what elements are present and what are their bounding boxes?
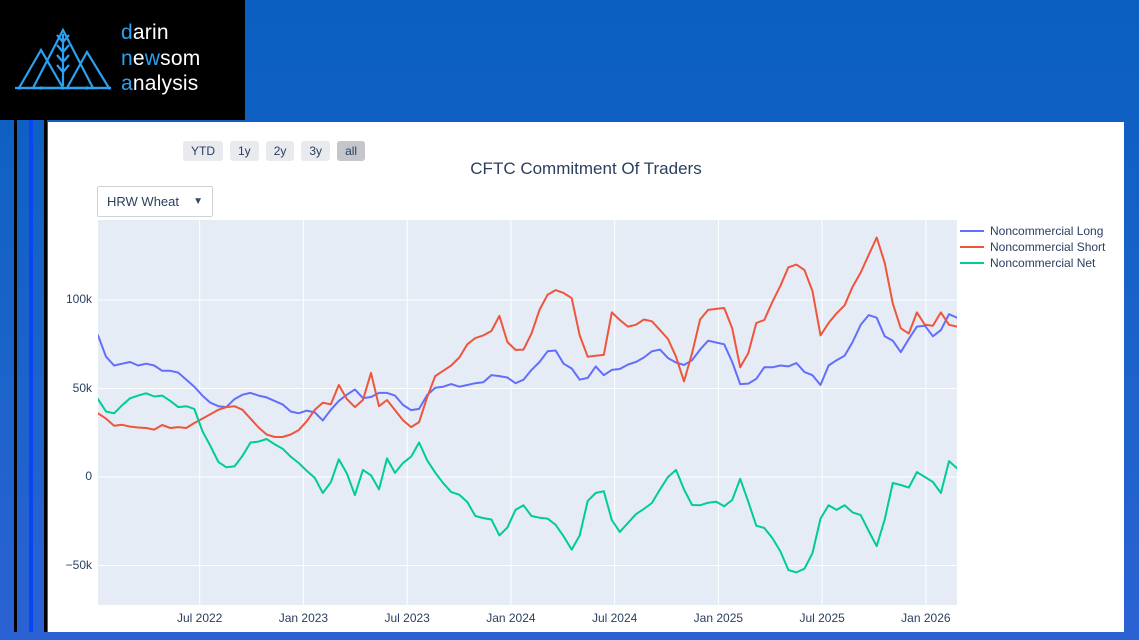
- legend-label: Noncommercial Long: [990, 224, 1104, 238]
- commodity-dropdown-value: HRW Wheat: [107, 194, 179, 209]
- brand-line-darin: darin: [121, 21, 169, 44]
- mountains-wheat-logo-icon: [15, 27, 111, 90]
- legend-label: Noncommercial Short: [990, 240, 1106, 254]
- range-button-2y[interactable]: 2y: [265, 141, 295, 161]
- x-axis-tick-label: Jan 2024: [486, 611, 536, 625]
- x-axis-tick-label: Jul 2022: [176, 611, 223, 625]
- chart-title: CFTC Commitment Of Traders: [470, 159, 702, 178]
- chart-canvas[interactable]: [98, 220, 957, 605]
- legend-line-swatch: [960, 230, 984, 232]
- x-axis-tick-label: Jul 2023: [384, 611, 430, 625]
- range-button-ytd[interactable]: YTD: [183, 141, 223, 161]
- x-axis-tick-label: Jul 2025: [799, 611, 845, 625]
- x-axis-tick-label: Jul 2024: [591, 611, 638, 625]
- brand-line-analysis: analysis: [121, 72, 199, 95]
- brand-line-newsom: newsom: [121, 46, 201, 70]
- brand-wordmark: darin newsom analysis: [121, 20, 200, 97]
- legend-line-swatch: [960, 246, 984, 248]
- legend-line-swatch: [960, 262, 984, 264]
- chart-card: YTD 1y 2y 3y all CFTC Commitment Of Trad…: [48, 122, 1124, 632]
- y-axis-tick-label: 0: [85, 469, 92, 484]
- x-axis-tick-label: Jan 2025: [693, 611, 744, 625]
- series-line-noncommercial-short[interactable]: [98, 236, 957, 438]
- series-line-noncommercial-net[interactable]: [98, 392, 957, 574]
- legend-item-noncommercial-long[interactable]: Noncommercial Long: [960, 223, 1105, 239]
- range-button-all[interactable]: all: [337, 141, 366, 161]
- chevron-down-icon: ▼: [193, 196, 203, 207]
- x-axis-tick-label: Jan 2023: [278, 611, 329, 625]
- legend: Noncommercial Long Noncommercial Short Non…: [960, 223, 1105, 271]
- brand-header: darin newsom analysis: [0, 0, 245, 120]
- range-selector: YTD 1y 2y 3y all: [183, 141, 366, 161]
- left-stripe-black-2: [44, 120, 47, 632]
- left-stripe-black-1: [14, 120, 17, 632]
- y-axis-tick-label: −50k: [65, 557, 92, 572]
- range-button-1y[interactable]: 1y: [230, 141, 259, 161]
- left-stripe-bright-blue: [29, 120, 33, 632]
- series-line-noncommercial-long[interactable]: [98, 313, 957, 422]
- legend-item-noncommercial-net[interactable]: Noncommercial Net: [960, 255, 1105, 271]
- range-button-3y[interactable]: 3y: [301, 141, 331, 161]
- y-axis-tick-label: 100k: [65, 292, 92, 306]
- plot-area[interactable]: 100k 50k 0 −50k Jul 2022 Jan 2023 Jul 2023 Jan …: [66, 220, 957, 625]
- commodity-dropdown[interactable]: HRW Wheat ▼: [97, 186, 213, 217]
- y-axis-tick-label: 50k: [72, 380, 92, 395]
- x-axis-tick-label: Jan 2026: [901, 611, 951, 625]
- legend-label: Noncommercial Net: [990, 256, 1096, 270]
- legend-item-noncommercial-short[interactable]: Noncommercial Short: [960, 239, 1105, 255]
